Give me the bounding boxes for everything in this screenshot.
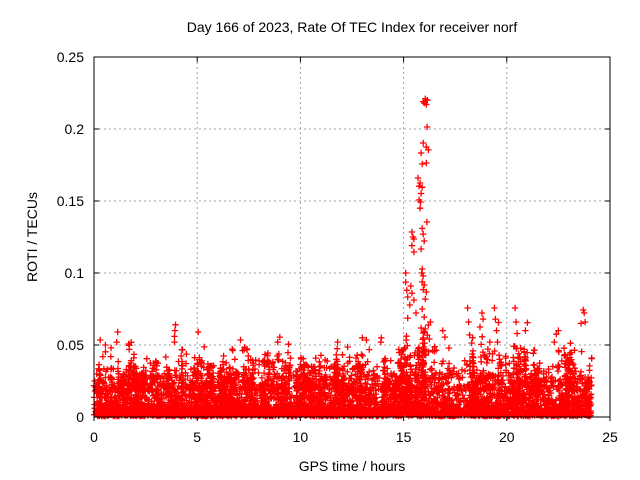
x-tick-label: 15 bbox=[396, 429, 412, 445]
data-points-spike bbox=[97, 95, 589, 349]
x-tick-label: 0 bbox=[90, 429, 98, 445]
chart-title: Day 166 of 2023, Rate Of TEC Index for r… bbox=[186, 19, 518, 35]
y-tick-label: 0 bbox=[76, 409, 84, 425]
x-tick-label: 25 bbox=[602, 429, 618, 445]
y-tick-label: 0.05 bbox=[57, 337, 84, 353]
x-tick-label: 20 bbox=[499, 429, 515, 445]
y-tick-label: 0.2 bbox=[65, 121, 85, 137]
x-axis-label: GPS time / hours bbox=[298, 458, 406, 474]
y-tick-label: 0.25 bbox=[57, 49, 84, 65]
x-tick-label: 10 bbox=[293, 429, 309, 445]
data-points-baseline bbox=[90, 328, 595, 420]
plot-border bbox=[93, 56, 611, 418]
x-tick-label: 5 bbox=[193, 429, 201, 445]
y-tick-label: 0.1 bbox=[65, 265, 85, 281]
y-tick-label: 0.15 bbox=[57, 193, 84, 209]
